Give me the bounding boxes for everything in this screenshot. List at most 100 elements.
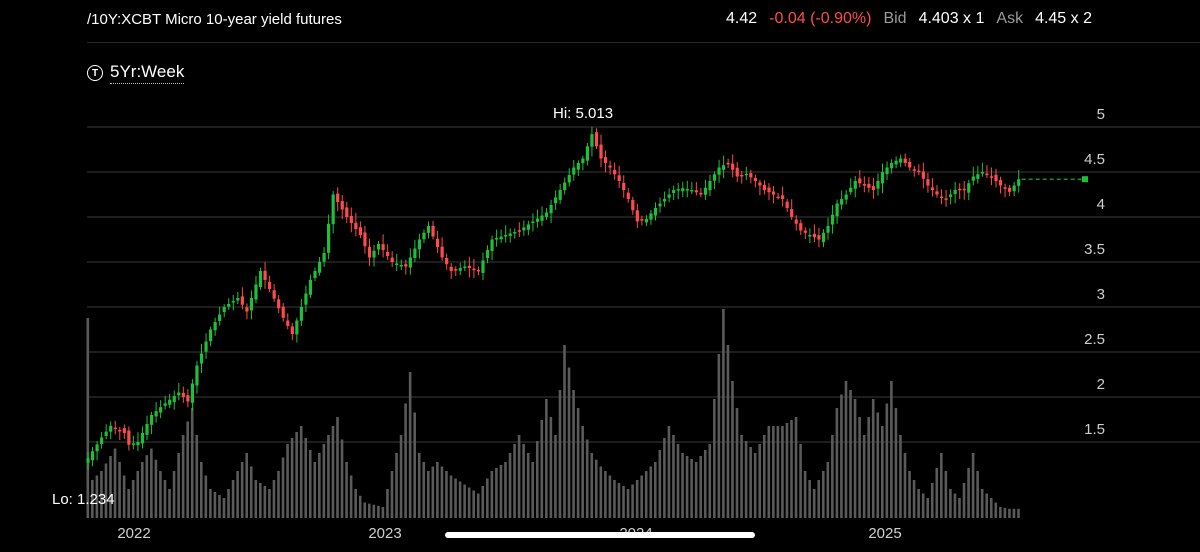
volume-bar xyxy=(190,408,194,518)
volume-bar xyxy=(604,471,607,518)
volume-bar xyxy=(853,399,857,518)
y-tick-label: 2.5 xyxy=(1084,331,1105,348)
volume-bar xyxy=(363,502,367,518)
candle-body xyxy=(413,248,417,259)
volume-bar xyxy=(899,435,902,518)
volume-bar xyxy=(254,480,258,518)
volume-bar xyxy=(903,453,907,518)
candle-body xyxy=(540,215,544,221)
candle-body xyxy=(404,264,408,267)
candle-body xyxy=(177,392,181,396)
candle-body xyxy=(767,187,771,193)
volume-bar xyxy=(295,432,298,518)
volume-bar xyxy=(690,459,693,518)
volume-bar xyxy=(821,471,825,518)
volume-bar xyxy=(299,426,303,518)
candle-body xyxy=(467,265,471,268)
candle-body xyxy=(277,299,281,309)
volume-bar xyxy=(794,417,798,518)
candle-body xyxy=(958,188,962,191)
volume-bar xyxy=(867,417,870,518)
y-tick-label: 1.5 xyxy=(1084,421,1105,438)
candle-body xyxy=(472,268,476,271)
candle-body xyxy=(894,160,898,165)
candle-body xyxy=(912,169,916,171)
volume-bar xyxy=(699,456,702,518)
candle-body xyxy=(985,173,989,176)
candle-body xyxy=(236,298,240,301)
candle-body xyxy=(181,392,185,397)
volume-bar xyxy=(921,493,925,518)
candle-body xyxy=(554,197,558,204)
volume-bar xyxy=(881,426,884,518)
volume-bar xyxy=(508,453,512,518)
volume-bar xyxy=(967,468,970,518)
volume-bar xyxy=(785,423,789,518)
candle-body xyxy=(994,174,998,181)
candle-body xyxy=(976,174,980,179)
timeframe-label[interactable]: 5Yr:Week xyxy=(110,62,185,84)
candle-body xyxy=(495,238,499,240)
candle-body xyxy=(576,163,580,170)
volume-bar xyxy=(608,475,612,518)
timeframe-selector[interactable]: T 5Yr:Week xyxy=(87,62,185,84)
volume-bar xyxy=(558,390,562,518)
volume-bar xyxy=(772,426,775,518)
volume-bar xyxy=(358,495,362,518)
candle-body xyxy=(290,326,294,334)
symbol-title: /10Y:XCBT Micro 10-year yield futures xyxy=(87,11,342,28)
candle-body xyxy=(862,184,866,186)
candle-body xyxy=(803,230,807,233)
price-change: -0.04 (-0.90%) xyxy=(769,10,872,27)
volume-bar xyxy=(340,439,344,518)
volume-bar xyxy=(245,453,248,518)
candle-body xyxy=(140,433,145,444)
candle-body xyxy=(327,223,331,253)
home-indicator[interactable] xyxy=(445,532,755,538)
candle-body xyxy=(785,201,789,208)
candle-body xyxy=(998,180,1003,186)
candle-body xyxy=(690,190,694,192)
y-tick-label: 4.5 xyxy=(1084,151,1105,168)
candle-body xyxy=(1017,179,1021,186)
candle-body xyxy=(286,320,290,326)
volume-bar xyxy=(150,448,153,518)
candle-body xyxy=(962,188,966,191)
volume-bar xyxy=(236,471,239,518)
volume-bar xyxy=(476,493,480,518)
volume-bar xyxy=(290,438,294,518)
candle-body xyxy=(390,257,394,262)
volume-bar xyxy=(372,504,376,518)
candle-body xyxy=(458,268,462,271)
candle-body xyxy=(476,269,481,272)
volume-bar xyxy=(985,493,989,518)
candle-body xyxy=(594,132,599,147)
candle-body xyxy=(372,250,376,258)
candle-body xyxy=(381,244,385,250)
candle-body xyxy=(417,239,422,250)
volume-bar xyxy=(195,435,199,518)
volume-bar xyxy=(1017,508,1020,518)
candle-body xyxy=(726,162,730,165)
candle-body xyxy=(522,227,526,231)
volume-bar xyxy=(599,466,603,518)
candle-body xyxy=(231,301,235,303)
volume-bar xyxy=(871,399,875,518)
volume-bar xyxy=(127,489,130,518)
last-price: 4.42 xyxy=(726,10,758,27)
candle-body xyxy=(699,192,703,195)
volume-bar xyxy=(744,441,748,518)
candle-body xyxy=(640,219,644,221)
volume-bar xyxy=(200,462,203,518)
volume-bar xyxy=(181,435,185,518)
candle-body xyxy=(776,196,780,199)
volume-bar xyxy=(454,478,457,518)
candle-body xyxy=(159,407,163,413)
volume-bar xyxy=(749,447,752,518)
volume-bar xyxy=(858,417,861,518)
candle-body xyxy=(835,203,839,217)
volume-bar xyxy=(381,507,385,518)
candle-body xyxy=(399,265,403,267)
candle-body xyxy=(799,223,803,231)
